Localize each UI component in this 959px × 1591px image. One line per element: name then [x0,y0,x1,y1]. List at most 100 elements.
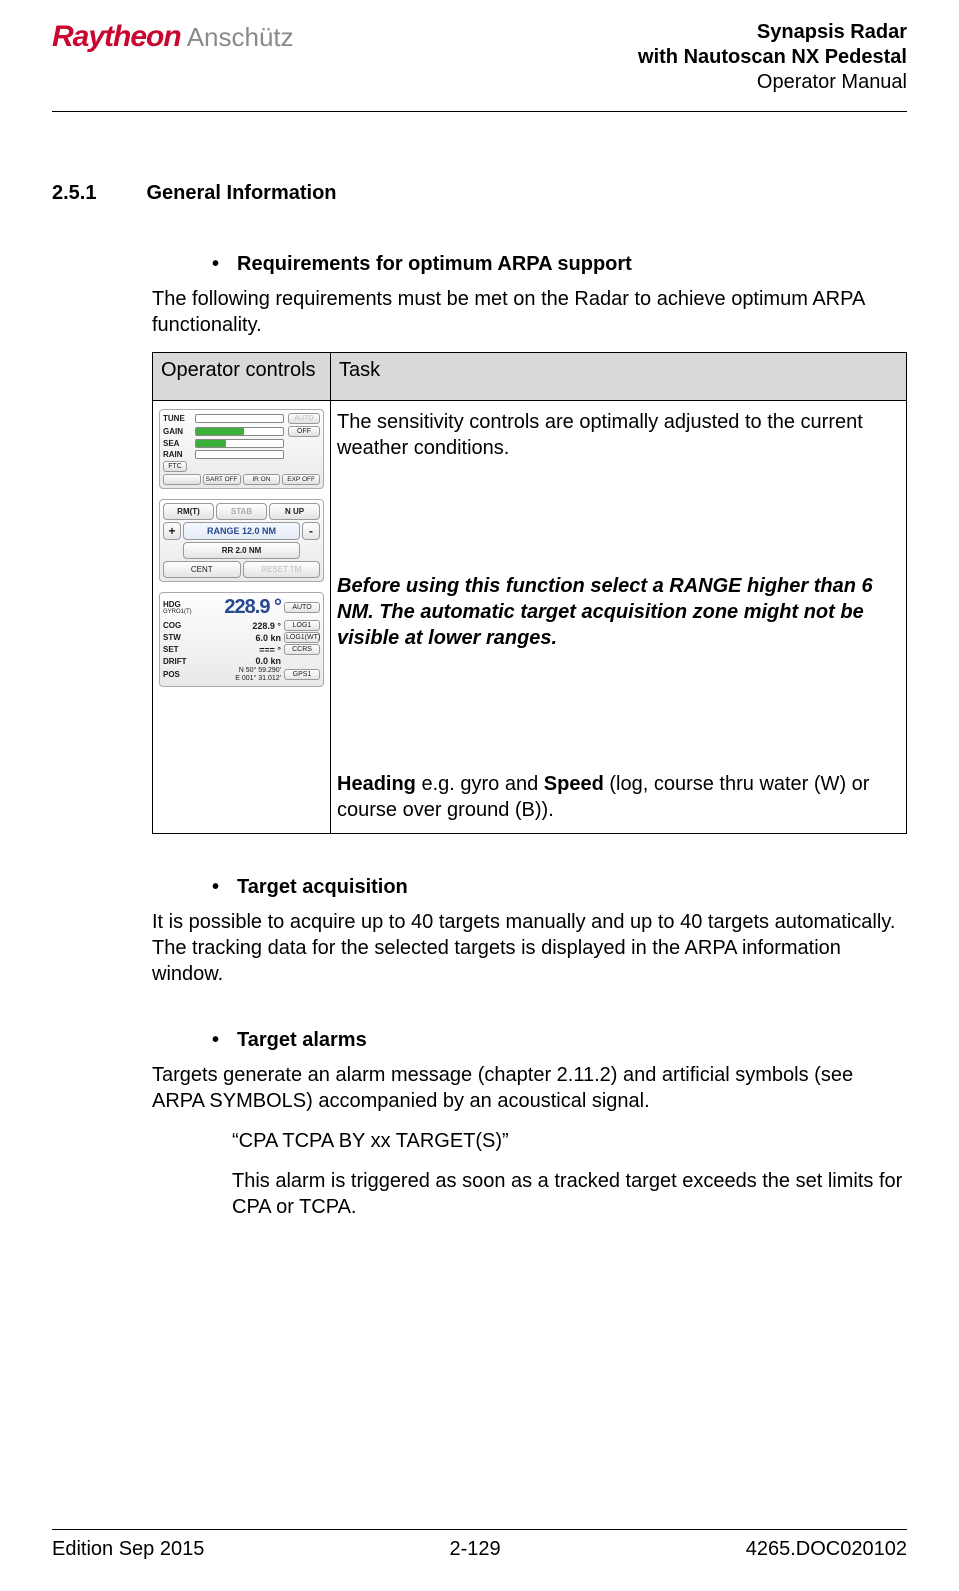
range-row2: + RANGE 12.0 NM - [163,522,320,540]
bullet-dot-icon: • [212,254,219,274]
sens-label: GAIN [163,427,191,436]
nav-value: N 50° 59.290' E 001° 31.012' [206,667,281,682]
content: 2.5.1 General Information • Requirements… [52,112,907,1529]
range-row1: RM(T)STABN UP [163,503,320,520]
range-row3: RR 2.0 NM [163,542,320,559]
sens-label: SEA [163,439,191,448]
th-task: Task [331,353,907,401]
range-plus-button[interactable]: + [163,522,181,540]
task-note: Before using this function select a RANG… [337,573,900,651]
page-footer: Edition Sep 2015 2-129 4265.DOC020102 [52,1529,907,1561]
nav-row-cog: COG228.9 °LOG1 [163,620,320,631]
nav-label: STW [163,633,203,642]
th-operator-controls: Operator controls [153,353,331,401]
nav-label: SET [163,645,203,654]
section-body: • Requirements for optimum ARPA support … [152,253,907,1220]
nav-label: POS [163,670,203,679]
section-heading: 2.5.1 General Information [52,182,907,205]
sens-btn-off[interactable]: OFF [288,426,320,437]
alarm-quote: “CPA TCPA BY xx TARGET(S)” [232,1128,907,1154]
nav-value: 228.9 ° [206,621,281,631]
sens-slider[interactable] [195,427,284,436]
sens-slider[interactable] [195,439,284,448]
section-number: 2.5.1 [52,182,96,205]
bullet-label-2: Target acquisition [237,876,408,899]
nav-value: 0.0 kn [206,656,281,666]
range-btn-resettm[interactable]: RESET TM [243,561,321,578]
doc-title-3: Operator Manual [638,70,907,95]
sens-bottom-row: SART OFFIR ONEXP OFF [163,474,320,485]
logo: Raytheon Anschütz [52,20,294,54]
nav-label: COG [163,621,203,630]
para-target-acq: It is possible to acquire up to 40 targe… [152,909,907,987]
nav-btn-log1[interactable]: LOG1 [284,620,320,631]
td-task: The sensitivity controls are optimally a… [331,401,907,834]
nav-btn-gps1[interactable]: GPS1 [284,669,320,680]
sens-label: TUNE [163,414,191,423]
logo-anschutz: Anschütz [187,20,294,53]
doc-titles: Synapsis Radar with Nautoscan NX Pedesta… [638,20,907,95]
sens-row-sea: SEA [163,439,320,448]
sens-label: RAIN [163,450,191,459]
para-requirements: The following requirements must be met o… [152,286,907,338]
range-btn-nup[interactable]: N UP [269,503,320,520]
range-minus-button[interactable]: - [302,522,320,540]
bullet-target-alarms: • Target alarms [212,1029,907,1052]
nav-label: DRIFT [163,657,203,666]
bullet-dot-icon: • [212,1030,219,1050]
range-btn-rmt[interactable]: RM(T) [163,503,214,520]
sens-row-gain: GAIN OFF [163,426,320,437]
ftc-button[interactable]: FTC [163,461,187,472]
alarm-quote-desc: This alarm is triggered as soon as a tra… [232,1168,907,1220]
range-btn-stab[interactable]: STAB [216,503,267,520]
requirements-table: Operator controls Task TUNE AUTO GAIN OFF SE… [152,352,907,834]
bullet-target-acq: • Target acquisition [212,876,907,899]
bullet-label-1: Requirements for optimum ARPA support [237,253,632,276]
range-rr-button[interactable]: RR 2.0 NM [183,542,300,559]
nav-btn-auto[interactable]: AUTO [284,602,320,613]
nav-btn-ccrs[interactable]: CCRS [284,644,320,655]
word-speed: Speed [544,773,604,795]
section-title: General Information [146,182,336,205]
range-btn-cent[interactable]: CENT [163,561,241,578]
page-header: Raytheon Anschütz Synapsis Radar with Na… [52,20,907,101]
td-operator-controls: TUNE AUTO GAIN OFF SEA RAIN FTC SART OFFIR ONEX… [153,401,331,834]
nav-row-hdg: HDGGYRO1(T)228.9 °AUTO [163,596,320,619]
nav-data-panel: HDGGYRO1(T)228.9 °AUTOCOG228.9 °LOG1STW6… [159,592,324,687]
nav-row-pos: POSN 50° 59.290' E 001° 31.012'GPS1 [163,667,320,682]
footer-edition: Edition Sep 2015 [52,1538,204,1561]
logo-raytheon: Raytheon [52,20,181,54]
sens-bottom-exp-off[interactable]: EXP OFF [282,474,320,485]
sens-bottom-sart-off[interactable]: SART OFF [203,474,241,485]
range-value[interactable]: RANGE 12.0 NM [183,522,300,540]
para-target-alarms: Targets generate an alarm message (chapt… [152,1062,907,1114]
word-heading: Heading [337,773,416,795]
bullet-label-3: Target alarms [237,1029,367,1052]
nav-value: 6.0 kn [206,633,281,643]
page: Raytheon Anschütz Synapsis Radar with Na… [0,0,959,1591]
sens-slider[interactable] [195,414,284,423]
footer-docnum: 4265.DOC020102 [746,1538,907,1561]
footer-page: 2-129 [449,1538,500,1561]
nav-row-stw: STW6.0 knLOG1(WT) [163,632,320,643]
sens-btn-auto[interactable]: AUTO [288,413,320,424]
task-heading-speed: Heading e.g. gyro and Speed (log, course… [337,771,900,823]
nav-label: HDGGYRO1(T) [163,600,203,615]
task-text-1: The sensitivity controls are optimally a… [337,409,900,461]
sens-slider[interactable] [195,450,284,459]
nav-btn-log1wt[interactable]: LOG1(WT) [284,632,320,643]
sens-row-tune: TUNE AUTO [163,413,320,424]
sens-bottom-ir-on[interactable]: IR ON [243,474,281,485]
doc-title-2: with Nautoscan NX Pedestal [638,45,907,70]
bullet-requirements: • Requirements for optimum ARPA support [212,253,907,276]
nav-value: 228.9 ° [206,596,281,619]
doc-title-1: Synapsis Radar [638,20,907,45]
bullet-dot-icon: • [212,877,219,897]
range-row4: CENTRESET TM [163,561,320,578]
nav-row-set: SET=== °CCRS [163,644,320,655]
sens-bottom-blank[interactable] [163,474,201,485]
range-panel: RM(T)STABN UP + RANGE 12.0 NM - RR 2.0 N… [159,499,324,582]
sens-row-rain: RAIN [163,450,320,459]
sensitivity-panel: TUNE AUTO GAIN OFF SEA RAIN FTC SART OFFIR ONEX… [159,409,324,489]
nav-row-drift: DRIFT0.0 kn [163,656,320,666]
